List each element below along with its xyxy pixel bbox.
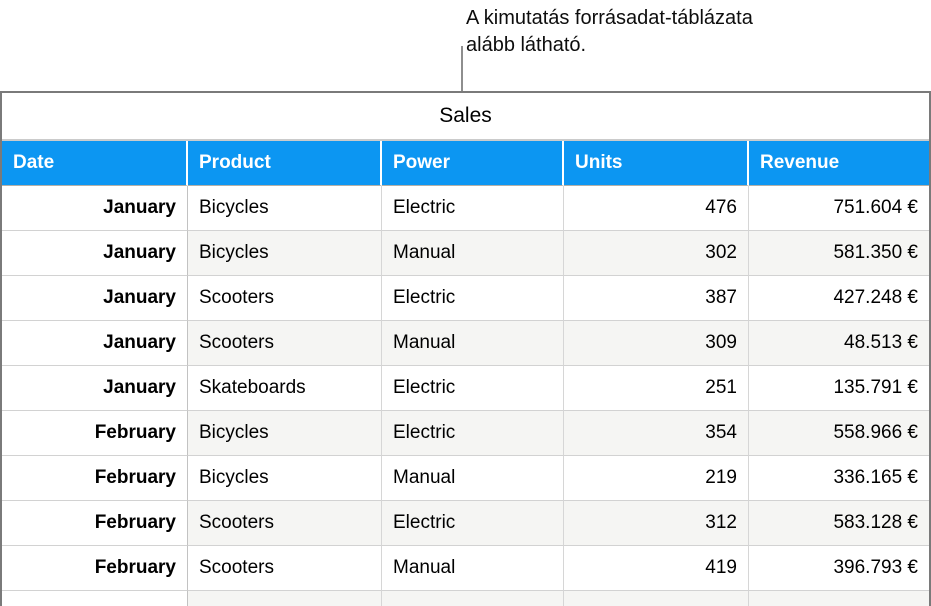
cell-revenue[interactable]: 135.791 € (749, 366, 929, 411)
table-row: January Scooters Manual 309 48.513 € (2, 321, 929, 366)
cell-revenue[interactable]: 336.165 € (749, 456, 929, 501)
cell-date[interactable]: January (2, 276, 188, 321)
cell-revenue[interactable]: 48.513 € (749, 321, 929, 366)
callout-annotation: A kimutatás forrásadat-táblázata alább l… (466, 5, 753, 59)
data-grid: Date Product Power Units Revenue January… (2, 141, 929, 606)
cell-date[interactable]: January (2, 231, 188, 276)
cell-revenue[interactable]: 558.966 € (749, 411, 929, 456)
cell-date[interactable]: January (2, 186, 188, 231)
cell-power[interactable]: Manual (382, 546, 564, 591)
cell-date[interactable]: January (2, 366, 188, 411)
cell-power[interactable]: Electric (382, 411, 564, 456)
cell-product[interactable]: Scooters (188, 321, 382, 366)
cell-product[interactable]: Bicycles (188, 186, 382, 231)
cell-product[interactable] (188, 591, 382, 606)
cell-revenue[interactable]: 751.604 € (749, 186, 929, 231)
table-row: February Bicycles Electric 354 558.966 € (2, 411, 929, 456)
cell-power[interactable]: Manual (382, 321, 564, 366)
cell-power[interactable]: Electric (382, 186, 564, 231)
cell-date[interactable]: February (2, 456, 188, 501)
table-row: January Bicycles Manual 302 581.350 € (2, 231, 929, 276)
cell-date[interactable]: February (2, 411, 188, 456)
table-row: January Bicycles Electric 476 751.604 € (2, 186, 929, 231)
cell-power[interactable]: Electric (382, 366, 564, 411)
cell-revenue[interactable]: 427.248 € (749, 276, 929, 321)
table-row: February Scooters Electric 312 583.128 € (2, 501, 929, 546)
cell-power[interactable] (382, 591, 564, 606)
cell-revenue[interactable]: 396.793 € (749, 546, 929, 591)
column-header-date[interactable]: Date (2, 141, 188, 186)
column-header-units[interactable]: Units (564, 141, 749, 186)
cell-units[interactable]: 251 (564, 366, 749, 411)
table-row-partial (2, 591, 929, 606)
cell-units[interactable]: 219 (564, 456, 749, 501)
cell-date[interactable]: February (2, 501, 188, 546)
cell-revenue[interactable] (749, 591, 929, 606)
cell-product[interactable]: Scooters (188, 546, 382, 591)
table-row: February Scooters Manual 419 396.793 € (2, 546, 929, 591)
callout-connector-line (461, 46, 463, 91)
header-row: Date Product Power Units Revenue (2, 141, 929, 186)
cell-revenue[interactable]: 581.350 € (749, 231, 929, 276)
sales-table: Sales Date Product Power Units Revenue (0, 91, 931, 606)
cell-units[interactable]: 302 (564, 231, 749, 276)
cell-units[interactable] (564, 591, 749, 606)
callout-line-1: A kimutatás forrásadat-táblázata (466, 7, 753, 29)
cell-product[interactable]: Skateboards (188, 366, 382, 411)
column-header-product[interactable]: Product (188, 141, 382, 186)
cell-power[interactable]: Manual (382, 231, 564, 276)
column-header-power[interactable]: Power (382, 141, 564, 186)
cell-date[interactable]: February (2, 546, 188, 591)
cell-product[interactable]: Bicycles (188, 411, 382, 456)
cell-units[interactable]: 419 (564, 546, 749, 591)
callout-line-2: alább látható. (466, 34, 587, 56)
cell-units[interactable]: 309 (564, 321, 749, 366)
cell-date[interactable] (2, 591, 188, 606)
cell-power[interactable]: Electric (382, 501, 564, 546)
cell-power[interactable]: Electric (382, 276, 564, 321)
cell-revenue[interactable]: 583.128 € (749, 501, 929, 546)
cell-units[interactable]: 354 (564, 411, 749, 456)
cell-power[interactable]: Manual (382, 456, 564, 501)
table-row: January Scooters Electric 387 427.248 € (2, 276, 929, 321)
table-title[interactable]: Sales (2, 93, 929, 141)
cell-units[interactable]: 312 (564, 501, 749, 546)
cell-units[interactable]: 476 (564, 186, 749, 231)
table-row: January Skateboards Electric 251 135.791… (2, 366, 929, 411)
column-header-revenue[interactable]: Revenue (749, 141, 929, 186)
cell-product[interactable]: Scooters (188, 501, 382, 546)
cell-date[interactable]: January (2, 321, 188, 366)
cell-product[interactable]: Bicycles (188, 456, 382, 501)
cell-product[interactable]: Bicycles (188, 231, 382, 276)
cell-units[interactable]: 387 (564, 276, 749, 321)
table-row: February Bicycles Manual 219 336.165 € (2, 456, 929, 501)
cell-product[interactable]: Scooters (188, 276, 382, 321)
